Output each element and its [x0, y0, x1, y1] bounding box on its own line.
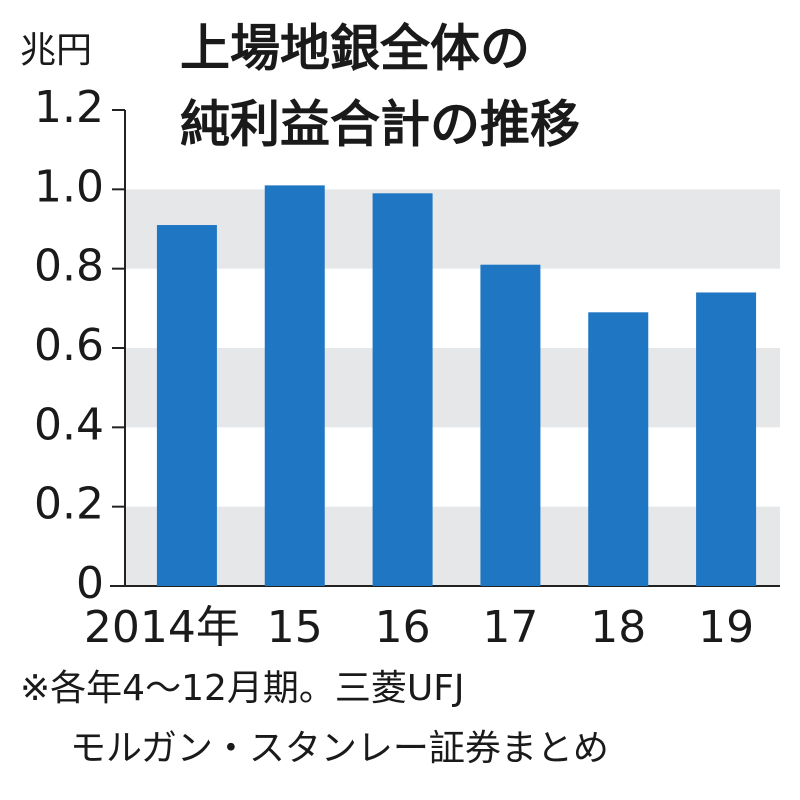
note: モルガン・スタンレー証券まとめ [70, 728, 609, 769]
x-tick-label: 15 [267, 602, 323, 653]
bar [480, 264, 541, 586]
chart-title: 上場地銀全体の [180, 20, 530, 78]
grid-band [125, 348, 780, 428]
y-tick-label: 0.6 [34, 320, 104, 371]
y-tick-label: 1.2 [34, 82, 104, 133]
bar [588, 312, 649, 586]
y-tick-label: 0.4 [34, 399, 104, 450]
grid-band [125, 506, 780, 586]
bar [372, 193, 433, 587]
y-unit: 兆円 [20, 30, 92, 71]
bar [156, 225, 217, 587]
chart-title: 純利益合計の推移 [180, 96, 580, 154]
bar [264, 185, 325, 586]
y-tick-label: 0.8 [34, 241, 104, 292]
x-tick-label: 16 [375, 602, 431, 653]
x-tick-label: 2014年 [84, 602, 240, 653]
grid-band [125, 189, 780, 269]
bar [696, 292, 757, 586]
x-tick-label: 19 [698, 602, 754, 653]
note: ※各年4〜12月期。三菱UFJ [20, 668, 465, 709]
x-tick-label: 18 [590, 602, 646, 653]
y-tick-label: 1.0 [34, 161, 104, 212]
y-tick-label: 0 [76, 558, 104, 609]
x-tick-label: 17 [482, 602, 538, 653]
y-tick-label: 0.2 [34, 479, 104, 530]
